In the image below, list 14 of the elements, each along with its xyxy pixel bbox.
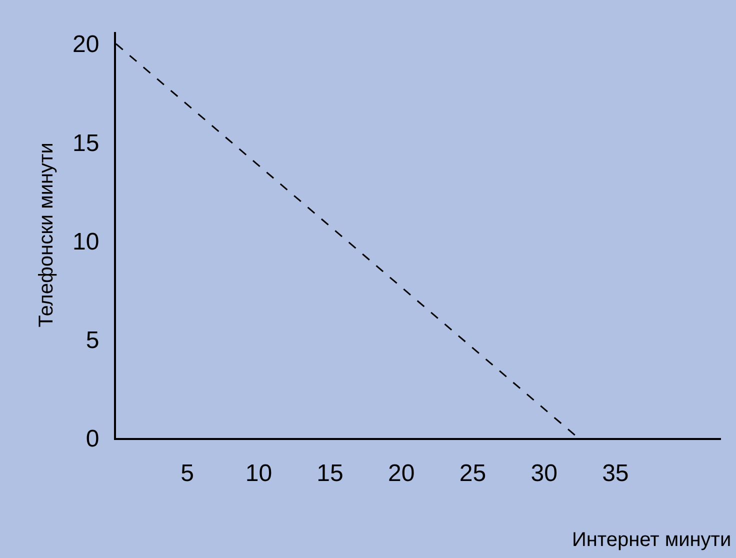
y-tick-label: 20: [72, 31, 100, 58]
y-tick-label: 10: [72, 228, 100, 256]
x-tick-label: 25: [459, 460, 486, 487]
y-tick-label: 5: [86, 326, 100, 354]
y-tick-label: 0: [86, 425, 100, 452]
x-tick-label: 5: [180, 460, 194, 487]
x-tick-label: 10: [245, 460, 272, 487]
y-axis-title: Телефонски минути: [35, 142, 58, 328]
x-tick-label: 15: [316, 460, 344, 487]
x-axis-title: Интернет минути: [572, 529, 732, 551]
x-tick-label: 20: [388, 460, 415, 487]
y-tick-label: 15: [72, 130, 100, 157]
x-tick-label: 35: [602, 460, 629, 487]
x-tick-label: 30: [530, 460, 558, 487]
